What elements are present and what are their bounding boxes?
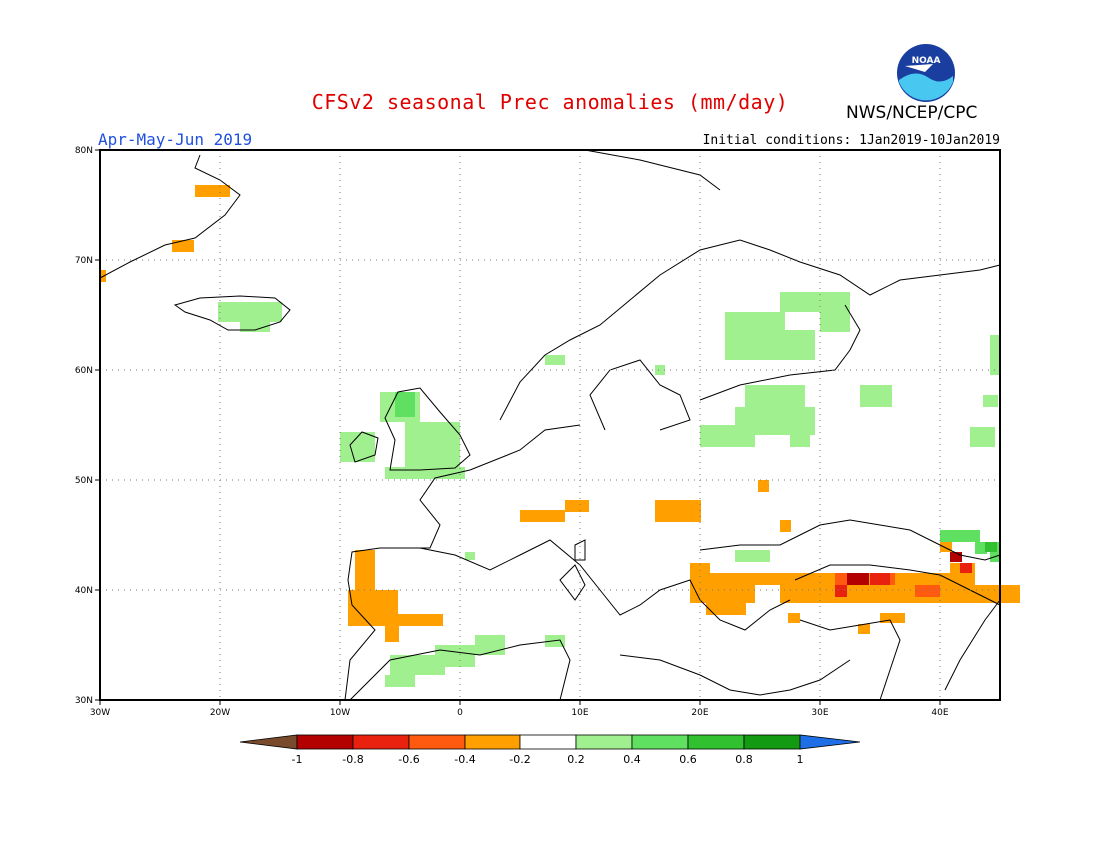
- legend-label: -0.2: [509, 753, 530, 766]
- color-legend: [239, 734, 861, 750]
- legend-swatch: [464, 734, 521, 750]
- legend-swatch: [743, 734, 801, 750]
- legend-swatch: [631, 734, 689, 750]
- legend-label: 0.6: [679, 753, 697, 766]
- wet-strong-cells: [985, 542, 997, 552]
- legend-arrow-high: [799, 734, 861, 750]
- legend-swatch: [687, 734, 745, 750]
- legend-swatch: [296, 734, 354, 750]
- lat-label-70n: 70N: [75, 256, 93, 266]
- legend-swatch: [519, 734, 577, 750]
- legend-label: -0.4: [454, 753, 475, 766]
- noaa-logo-text: NOAA: [912, 56, 941, 66]
- map-title: CFSv2 seasonal Prec anomalies (mm/day): [311, 90, 789, 114]
- legend-label: 1: [797, 753, 804, 766]
- anomaly-cells: [100, 185, 1020, 687]
- legend-swatch: [575, 734, 633, 750]
- lat-label-50n: 50N: [75, 476, 93, 486]
- lon-label-30w: 30W: [90, 708, 110, 718]
- lat-label-80n: 80N: [75, 146, 93, 156]
- lat-label-30n: 30N: [75, 696, 93, 706]
- dry-anomaly-cells: [100, 185, 1020, 642]
- season-label: Apr-May-Jun 2019: [98, 130, 253, 149]
- legend-label: -0.6: [398, 753, 419, 766]
- initial-conditions-label: Initial conditions: 1Jan2019-10Jan2019: [702, 133, 1000, 148]
- graticule: [100, 150, 1000, 700]
- wet-anomaly-cells: [218, 292, 1000, 687]
- legend-label: 0.8: [735, 753, 753, 766]
- legend-label: 0.4: [623, 753, 641, 766]
- lon-label-10w: 10W: [330, 708, 350, 718]
- lat-label-60n: 60N: [75, 366, 93, 376]
- legend-arrow-low: [239, 734, 298, 750]
- lon-label-20w: 20W: [210, 708, 230, 718]
- dry-extreme-cells: [847, 552, 962, 585]
- axis-ticks: [95, 149, 941, 705]
- agency-label: NWS/NCEP/CPC: [846, 103, 978, 123]
- lat-label-40n: 40N: [75, 586, 93, 596]
- legend-label: 0.2: [567, 753, 585, 766]
- coastlines: [99, 149, 1001, 701]
- legend-label: -0.8: [342, 753, 363, 766]
- lon-label-20e: 20E: [691, 708, 708, 718]
- noaa-logo: NOAA: [897, 44, 955, 102]
- wet-moderate-cells: [395, 392, 1000, 562]
- lon-label-40e: 40E: [931, 708, 948, 718]
- lon-label-0: 0: [457, 708, 463, 718]
- map-frame: [99, 149, 1001, 701]
- legend-swatch: [352, 734, 410, 750]
- dry-strong-cells: [835, 563, 972, 597]
- lon-label-30e: 30E: [811, 708, 828, 718]
- legend-swatch: [408, 734, 466, 750]
- lon-label-10e: 10E: [571, 708, 588, 718]
- legend-label: -1: [292, 753, 303, 766]
